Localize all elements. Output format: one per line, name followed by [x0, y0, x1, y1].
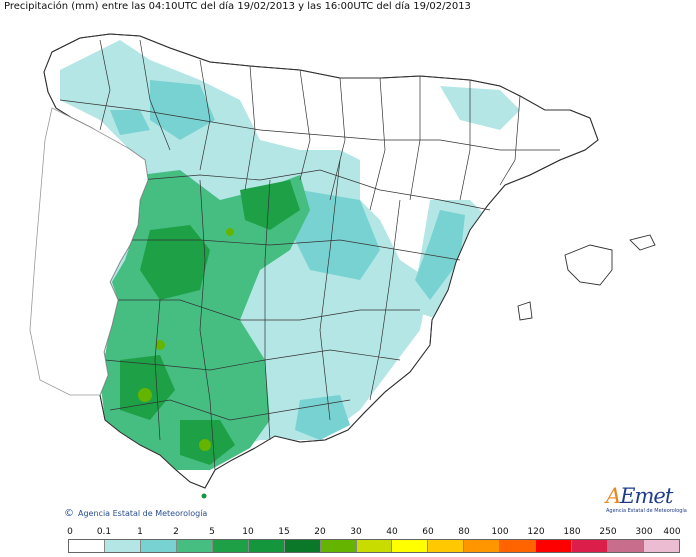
- legend-tick-label: 10: [242, 527, 254, 537]
- legend-tick-label: 2: [173, 527, 179, 537]
- precipitation-legend: [68, 539, 680, 553]
- legend-tick-labels: 0 0.1 1 2 5 10 15 20 30 40 60 80 100 120 180 250 300 400: [67, 527, 681, 539]
- legend-tick-label: 15: [278, 527, 290, 537]
- legend-tick-label: 120: [527, 527, 545, 537]
- legend-swatch: [248, 540, 285, 552]
- legend-tick-label: 60: [422, 527, 434, 537]
- legend-tick-label: 400: [663, 527, 681, 537]
- map-title: Precipitación (mm) entre las 04:10UTC de…: [4, 1, 471, 12]
- legend-tick-label: 100: [491, 527, 509, 537]
- legend-swatch: [284, 540, 321, 552]
- legend-swatch: [69, 540, 105, 552]
- menorca: [629, 234, 656, 251]
- legend-tick-label: 0.1: [96, 527, 112, 537]
- province-borders: [59, 39, 560, 471]
- legend-swatch: [572, 540, 609, 552]
- legend-tick-label: 30: [350, 527, 362, 537]
- legend-swatch: [608, 540, 644, 552]
- legend-swatch: [644, 540, 679, 552]
- legend-swatch: [140, 540, 177, 552]
- legend-tick-label: 250: [599, 527, 617, 537]
- legend-swatch: [320, 540, 357, 552]
- legend-swatch: [392, 540, 429, 552]
- legend-tick-label: 20: [314, 527, 326, 537]
- copyright-notice: © Agencia Estatal de Meteorología: [64, 508, 208, 519]
- legend-swatch: [464, 540, 501, 552]
- aemet-logo: AEmet Agencia Estatal de Meteorología: [606, 484, 687, 515]
- ibiza: [517, 301, 533, 321]
- legend-swatch: [428, 540, 465, 552]
- legend-tick-label: 80: [458, 527, 470, 537]
- legend-swatch: [500, 540, 537, 552]
- legend-tick-label: 0: [67, 527, 73, 537]
- precipitation-map: [29, 33, 656, 499]
- legend-tick-label: 1: [137, 527, 143, 537]
- legend-tick-label: 180: [563, 527, 581, 537]
- legend-swatch: [536, 540, 573, 552]
- legend-swatch: [104, 540, 141, 552]
- precipitation-fields: [60, 40, 520, 470]
- legend-tick-label: 5: [209, 527, 215, 537]
- ceuta: [201, 493, 207, 499]
- legend-tick-label: 40: [386, 527, 398, 537]
- legend-swatch: [356, 540, 393, 552]
- legend-swatch: [212, 540, 249, 552]
- mallorca: [564, 244, 613, 286]
- legend-swatch: [176, 540, 213, 552]
- legend-tick-label: 300: [635, 527, 653, 537]
